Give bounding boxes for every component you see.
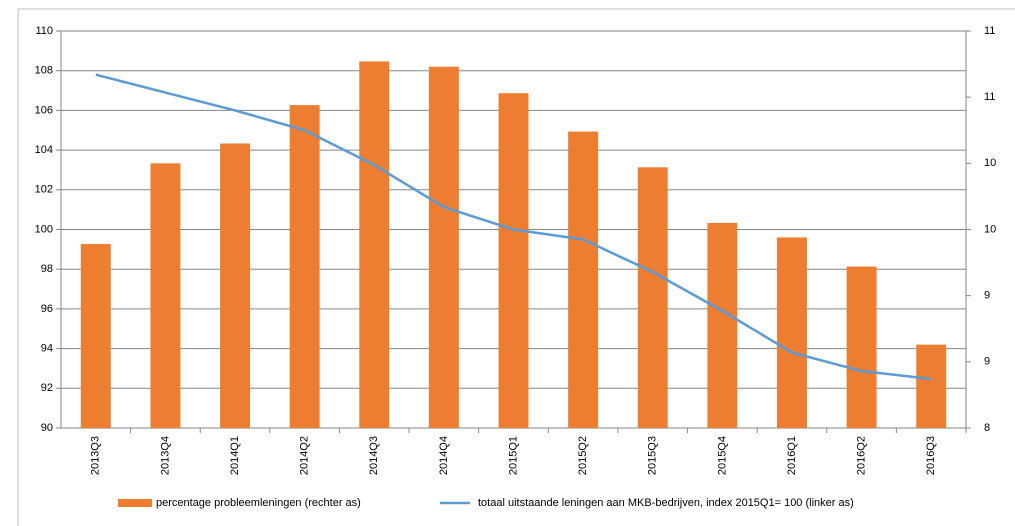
y-tick-label: 106 [35,104,53,116]
y-tick-label: 98 [41,263,53,275]
x-tick-label: 2014Q1 [229,436,241,475]
bar [776,237,807,428]
bar [220,143,251,428]
y-tick-label: 94 [41,343,53,355]
legend-swatch [118,499,152,507]
x-tick-label: 2016Q2 [855,436,867,475]
y-tick-label: 102 [35,184,53,196]
bar [359,61,390,428]
x-tick-label: 2014Q4 [438,436,450,475]
y-tick-label: 110 [35,25,53,37]
x-tick-label: 2015Q4 [716,436,728,475]
y2-tick-label: 8 [984,422,990,434]
x-tick-label: 2015Q3 [647,436,659,475]
legend-label: percentage probleemleningen (rechter as) [156,497,361,509]
bar [80,244,111,428]
y2-tick-label: 11 [984,91,995,103]
y-tick-label: 100 [35,223,53,235]
legend-label: totaal uitstaande leningen aan MKB-bedri… [478,497,854,509]
x-tick-label: 2013Q4 [159,436,171,475]
x-tick-label: 2016Q3 [925,436,937,475]
bar [568,131,599,428]
y-tick-label: 90 [41,422,53,434]
bar [428,66,459,428]
y2-tick-label: 11 [984,25,995,37]
bar [498,93,529,429]
y-tick-label: 108 [35,65,53,77]
y-tick-label: 104 [35,144,53,156]
x-tick-label: 2016Q1 [786,436,798,475]
bar [846,266,877,428]
y2-tick-label: 10 [984,223,996,235]
y-tick-label: 96 [41,303,53,315]
y-tick-label: 92 [41,382,53,394]
y2-tick-label: 9 [984,290,990,302]
bar [150,163,181,429]
x-tick-label: 2015Q2 [577,436,589,475]
y2-tick-label: 10 [984,157,996,169]
bar [289,105,320,429]
line [95,73,932,381]
bar [707,222,738,428]
x-tick-label: 2013Q3 [90,436,102,475]
bar [916,344,947,428]
bar [637,167,668,428]
y2-tick-label: 9 [984,356,990,368]
x-tick-label: 2014Q3 [368,436,380,475]
x-tick-label: 2015Q1 [507,436,519,475]
x-tick-label: 2014Q2 [299,436,311,475]
